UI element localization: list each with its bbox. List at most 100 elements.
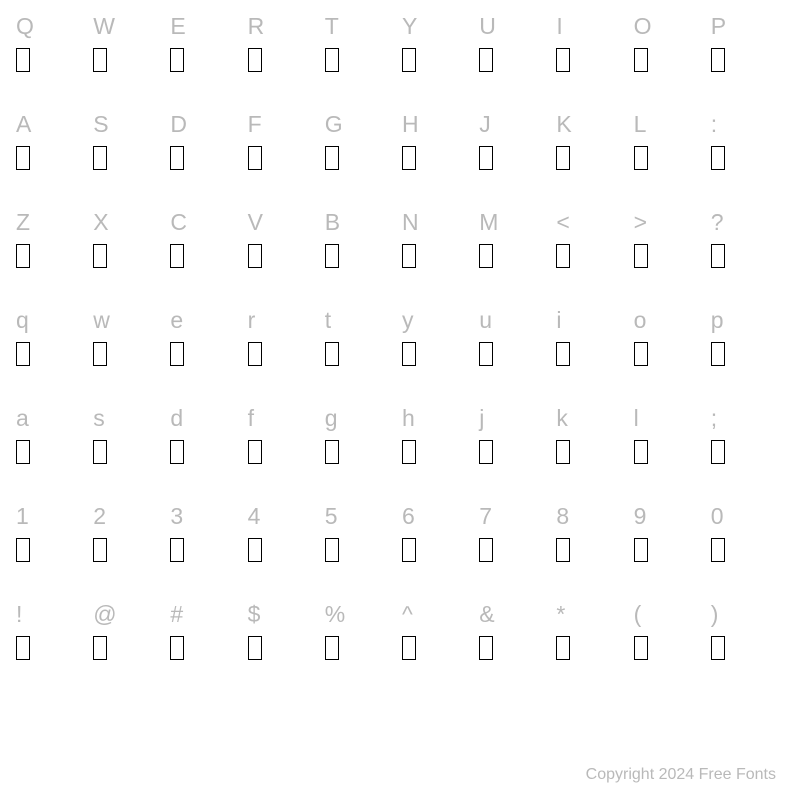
missing-glyph-icon: [170, 146, 184, 170]
char-label: t: [323, 304, 400, 336]
char-label: #: [168, 598, 245, 630]
glyph-cell: [323, 532, 400, 568]
char-row: q w e r t y u i o p: [14, 304, 786, 336]
glyph-cell: [246, 434, 323, 470]
missing-glyph-icon: [325, 538, 339, 562]
missing-glyph-icon: [402, 48, 416, 72]
glyph-cell: [554, 238, 631, 274]
missing-glyph-icon: [16, 440, 30, 464]
glyph-cell: [14, 532, 91, 568]
char-label: w: [91, 304, 168, 336]
glyph-cell: [91, 532, 168, 568]
missing-glyph-icon: [93, 636, 107, 660]
char-label: ?: [709, 206, 786, 238]
missing-glyph-icon: [634, 342, 648, 366]
char-label: 4: [246, 500, 323, 532]
missing-glyph-icon: [402, 146, 416, 170]
char-label: 1: [14, 500, 91, 532]
glyph-cell: [632, 238, 709, 274]
missing-glyph-icon: [248, 538, 262, 562]
glyph-cell: [168, 42, 245, 78]
missing-glyph-icon: [325, 440, 339, 464]
glyph-cell: [168, 140, 245, 176]
char-label: ): [709, 598, 786, 630]
glyph-cell: [246, 336, 323, 372]
missing-glyph-icon: [248, 146, 262, 170]
missing-glyph-icon: [556, 538, 570, 562]
char-label: $: [246, 598, 323, 630]
glyph-cell: [246, 238, 323, 274]
char-label: X: [91, 206, 168, 238]
glyph-cell: [477, 336, 554, 372]
glyph-cell: [400, 140, 477, 176]
glyph-row: [14, 42, 786, 78]
glyph-cell: [709, 336, 786, 372]
row-pair: q w e r t y u i o p: [14, 304, 786, 372]
glyph-cell: [632, 140, 709, 176]
glyph-cell: [400, 630, 477, 666]
glyph-cell: [477, 140, 554, 176]
missing-glyph-icon: [479, 342, 493, 366]
missing-glyph-icon: [556, 440, 570, 464]
char-label: Y: [400, 10, 477, 42]
glyph-cell: [168, 532, 245, 568]
glyph-cell: [14, 630, 91, 666]
missing-glyph-icon: [556, 244, 570, 268]
missing-glyph-icon: [170, 440, 184, 464]
char-label: G: [323, 108, 400, 140]
missing-glyph-icon: [634, 48, 648, 72]
char-label: U: [477, 10, 554, 42]
glyph-cell: [400, 42, 477, 78]
missing-glyph-icon: [170, 538, 184, 562]
char-row: ! @ # $ % ^ & * ( ): [14, 598, 786, 630]
missing-glyph-icon: [711, 146, 725, 170]
char-row: 1 2 3 4 5 6 7 8 9 0: [14, 500, 786, 532]
char-label: 5: [323, 500, 400, 532]
glyph-row: [14, 630, 786, 666]
glyph-cell: [91, 140, 168, 176]
missing-glyph-icon: [248, 342, 262, 366]
missing-glyph-icon: [170, 244, 184, 268]
glyph-cell: [246, 532, 323, 568]
missing-glyph-icon: [402, 636, 416, 660]
char-label: <: [554, 206, 631, 238]
glyph-cell: [400, 532, 477, 568]
char-label: p: [709, 304, 786, 336]
char-label: ;: [709, 402, 786, 434]
char-label: J: [477, 108, 554, 140]
char-label: P: [709, 10, 786, 42]
char-label: d: [168, 402, 245, 434]
glyph-cell: [168, 434, 245, 470]
char-label: R: [246, 10, 323, 42]
glyph-cell: [632, 42, 709, 78]
row-pair: Z X C V B N M < > ?: [14, 206, 786, 274]
char-row: A S D F G H J K L :: [14, 108, 786, 140]
row-pair: a s d f g h j k l ;: [14, 402, 786, 470]
char-label: 9: [632, 500, 709, 532]
glyph-cell: [14, 336, 91, 372]
glyph-cell: [632, 434, 709, 470]
missing-glyph-icon: [479, 48, 493, 72]
char-label: y: [400, 304, 477, 336]
missing-glyph-icon: [16, 146, 30, 170]
glyph-cell: [14, 434, 91, 470]
char-label: B: [323, 206, 400, 238]
char-label: @: [91, 598, 168, 630]
glyph-cell: [14, 42, 91, 78]
glyph-cell: [323, 630, 400, 666]
glyph-cell: [709, 238, 786, 274]
missing-glyph-icon: [402, 440, 416, 464]
glyph-cell: [323, 42, 400, 78]
char-label: o: [632, 304, 709, 336]
char-label: q: [14, 304, 91, 336]
row-pair: 1 2 3 4 5 6 7 8 9 0: [14, 500, 786, 568]
char-label: T: [323, 10, 400, 42]
char-label: j: [477, 402, 554, 434]
char-label: 2: [91, 500, 168, 532]
glyph-cell: [168, 336, 245, 372]
missing-glyph-icon: [711, 636, 725, 660]
missing-glyph-icon: [634, 440, 648, 464]
glyph-cell: [477, 238, 554, 274]
glyph-cell: [554, 42, 631, 78]
missing-glyph-icon: [479, 146, 493, 170]
